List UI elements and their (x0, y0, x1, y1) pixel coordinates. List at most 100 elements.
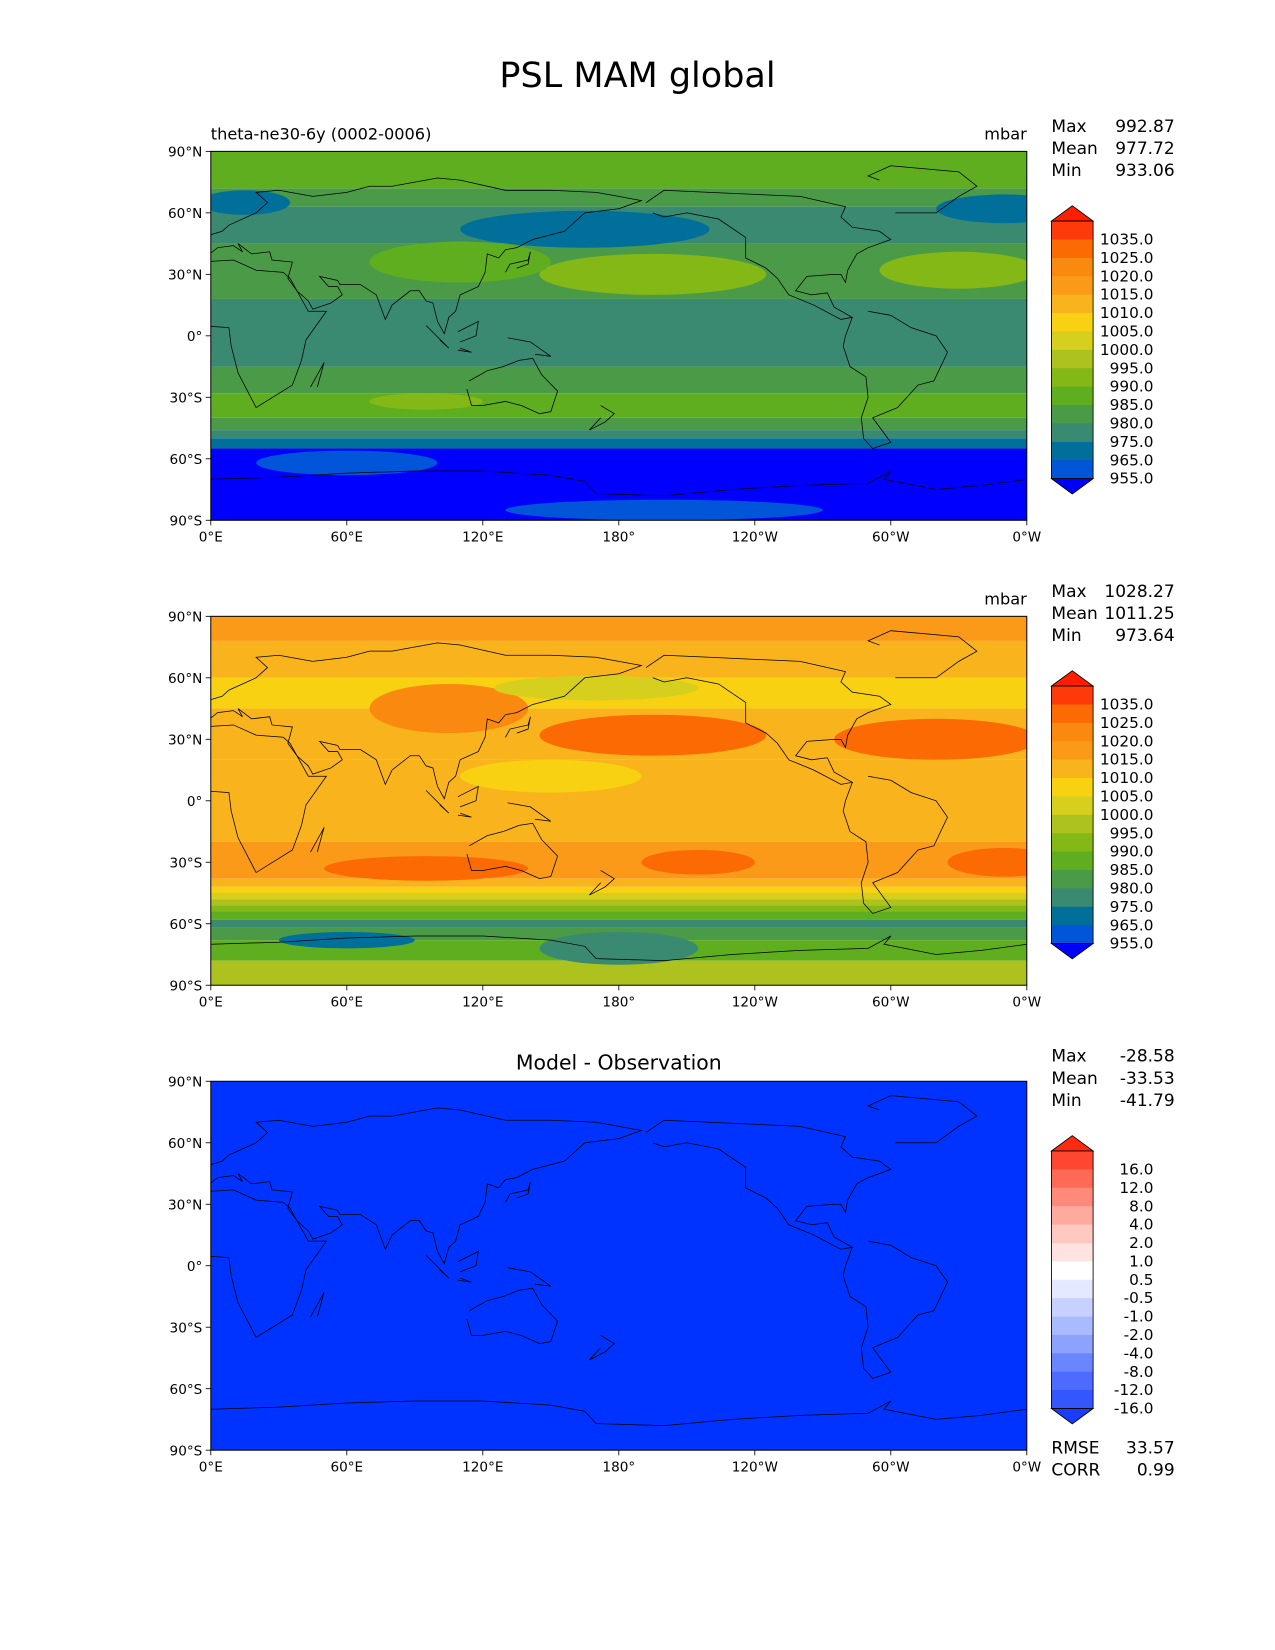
colorbar-box (1051, 1390, 1094, 1409)
coastline (457, 785, 479, 808)
field-blob (539, 253, 767, 295)
field-blob (324, 856, 529, 881)
zonal-band (210, 893, 1027, 900)
colorbar-box (1051, 1224, 1094, 1244)
colorbar-box (1051, 722, 1094, 742)
stat-label: Mean (1051, 604, 1097, 624)
colorbar-box (1051, 814, 1094, 834)
colorbar-tick-label: 1005.0 (1100, 788, 1154, 806)
colorbar-tick-label: 990.0 (1110, 843, 1154, 861)
map-panel-reference: 0°E 60°E 120°E 180° 120°W 60°W 0°W 90°N 60°N 30°N… (168, 582, 1175, 1011)
x-tick-label: 0°W (1012, 994, 1041, 1010)
panel-title-center: Model - Observation (516, 1050, 722, 1074)
colorbar-tick-label: 1015.0 (1100, 751, 1154, 769)
zonal-band (210, 905, 1027, 912)
colorbar-tick-label: -8.0 (1124, 1363, 1154, 1381)
zonal-band (210, 151, 1027, 189)
colorbar-tick-label: -4.0 (1124, 1344, 1154, 1362)
colorbar-frame (1051, 220, 1094, 480)
colorbar-tick-label: 1.0 (1129, 1252, 1153, 1270)
field-blob (494, 675, 699, 701)
stat-value: -28.58 (1120, 1047, 1175, 1067)
x-tick-label: 120°W (732, 994, 778, 1010)
colorbar-tick-label: 1020.0 (1100, 267, 1154, 285)
field-blob (641, 849, 755, 875)
coastline (589, 1335, 615, 1361)
field-layer (210, 151, 1027, 521)
colorbar-frame (1051, 685, 1094, 945)
corr-value: 0.99 (1137, 1461, 1175, 1481)
y-tick-label: 60°N (168, 671, 202, 687)
map-panel-test: 0°E 60°E 120°E 180° 120°W 60°W 0°W 90°N 60°N 30°N… (168, 117, 1175, 546)
zonal-band (210, 298, 1027, 367)
colorbar-tick-label: 2.0 (1129, 1234, 1153, 1252)
coastline (310, 362, 325, 388)
coastline (310, 1292, 325, 1318)
field-blob (278, 931, 415, 949)
stat-value: 1028.27 (1104, 582, 1174, 602)
field-blob (539, 714, 767, 756)
colorbar-tick-label: 8.0 (1129, 1197, 1153, 1215)
coastline (210, 1400, 1027, 1426)
colorbar-box (1051, 313, 1094, 332)
colorbar-min-extend (1050, 1408, 1095, 1425)
corr-label: CORR (1051, 1461, 1100, 1481)
colorbar: 1035.01025.01020.01015.01010.01005.01000… (1050, 205, 1154, 495)
x-tick-label: 60°W (872, 994, 910, 1010)
colorbar-box (1051, 1371, 1094, 1391)
x-tick-label: 120°E (462, 1459, 503, 1475)
coastline (457, 1277, 472, 1283)
y-tick-label: 90°S (170, 978, 203, 994)
coastline (210, 1107, 643, 1265)
coastline (507, 337, 552, 357)
colorbar-tick-label: 980.0 (1110, 415, 1154, 433)
colorbar-box (1051, 1334, 1094, 1354)
colorbar-box (1051, 925, 1094, 944)
stat-label: Mean (1051, 139, 1097, 159)
rmse-value: 33.57 (1126, 1439, 1175, 1459)
x-tick-label: 180° (602, 994, 635, 1010)
stat-value: 1011.25 (1104, 604, 1174, 624)
y-tick-label: 60°S (170, 452, 203, 468)
coastline (466, 822, 559, 880)
colorbar-box (1051, 460, 1094, 480)
field-blob (369, 393, 483, 410)
x-tick-label: 60°E (330, 994, 363, 1010)
coastline (589, 870, 615, 896)
colorbar-box (1051, 349, 1094, 369)
colorbar-box (1051, 686, 1094, 705)
zonal-band (210, 899, 1027, 906)
coastline (867, 165, 978, 214)
colorbar-box (1051, 741, 1094, 761)
zonal-band (210, 960, 1027, 986)
coastline (842, 775, 948, 914)
coastline (210, 1189, 328, 1339)
coastline (210, 935, 1027, 962)
y-tick-label: 30°S (170, 855, 203, 871)
x-tick-label: 180° (602, 1459, 635, 1475)
coastline (842, 310, 948, 449)
stat-value: 973.64 (1115, 626, 1174, 646)
colorbar-box (1051, 423, 1094, 443)
coastline (425, 790, 450, 814)
colorbar-tick-label: -1.0 (1124, 1308, 1154, 1326)
stat-label: Max (1051, 117, 1086, 137)
x-tick-label: 0°E (199, 530, 223, 546)
colorbar-box (1051, 331, 1094, 351)
stat-label: Min (1051, 161, 1081, 181)
stat-label: Max (1051, 1047, 1086, 1067)
colorbar-tick-label: -16.0 (1114, 1400, 1154, 1418)
zonal-band (210, 366, 1027, 394)
zonal-band (210, 878, 1027, 887)
field-blob (210, 190, 291, 215)
y-tick-label: 0° (187, 794, 202, 810)
x-tick-label: 0°W (1012, 530, 1041, 546)
colorbar-box (1051, 1242, 1094, 1262)
zonal-band (210, 438, 1027, 449)
colorbar-tick-label: 985.0 (1110, 396, 1154, 414)
units-label: mbar (984, 124, 1027, 143)
y-tick-label: 0° (187, 329, 202, 345)
x-tick-label: 120°W (732, 1459, 778, 1475)
x-tick-label: 120°E (462, 994, 503, 1010)
